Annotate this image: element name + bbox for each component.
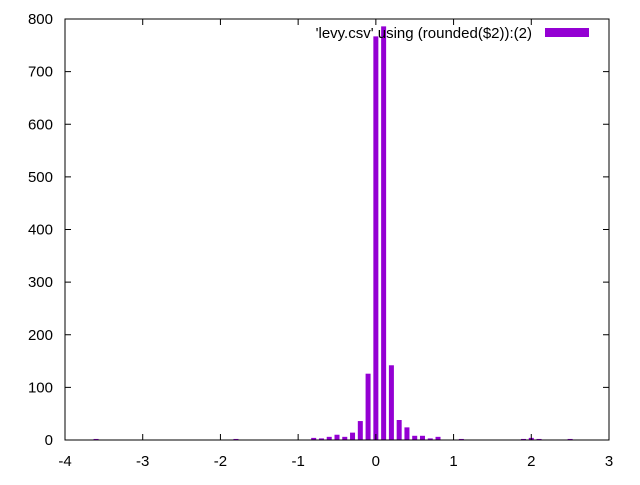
bar [396, 420, 402, 440]
bar [342, 436, 348, 440]
legend: 'levy.csv' using (rounded($2)):(2) [316, 25, 589, 42]
y-tick-label: 800 [28, 11, 53, 28]
x-tick-label: -2 [214, 453, 227, 470]
bar [567, 438, 573, 440]
bar [404, 427, 410, 440]
x-tick-label: 0 [372, 453, 380, 470]
y-tick-label: 0 [45, 432, 53, 449]
bar [388, 365, 394, 440]
bar [318, 438, 324, 440]
bar [427, 438, 433, 440]
bar [419, 435, 425, 440]
x-tick-label: 3 [605, 453, 613, 470]
bar [93, 438, 99, 440]
bar [412, 435, 418, 440]
axis-ticks: 0 100 200 300 400 500 600 700 800 -4 -3 -2 -1 0 1 2 3 [28, 11, 613, 470]
bars [93, 26, 573, 441]
bar [373, 36, 379, 441]
bar [521, 438, 527, 440]
y-tick-label: 400 [28, 222, 53, 239]
legend-label: 'levy.csv' using (rounded($2)):(2) [316, 25, 532, 42]
bar [435, 436, 441, 440]
bar [381, 26, 387, 441]
bar [365, 373, 371, 440]
x-tick-label: 1 [449, 453, 457, 470]
bar [350, 432, 356, 440]
plot-frame [64, 18, 610, 441]
x-tick-label: 2 [527, 453, 535, 470]
y-tick-label: 100 [28, 379, 53, 396]
x-tick-label: -4 [58, 453, 71, 470]
y-tick-label: 200 [28, 327, 53, 344]
legend-swatch [545, 28, 589, 37]
bar [357, 421, 363, 440]
y-tick-label: 600 [28, 116, 53, 133]
y-tick-label: 500 [28, 169, 53, 186]
x-tick-label: -3 [136, 453, 149, 470]
bar [334, 434, 340, 440]
bar [233, 438, 239, 440]
bar [458, 438, 464, 440]
y-tick-label: 700 [28, 64, 53, 81]
x-tick-label: -1 [291, 453, 304, 470]
bar [536, 438, 542, 440]
y-tick-label: 300 [28, 274, 53, 291]
bar [311, 437, 317, 440]
bar [326, 436, 332, 440]
